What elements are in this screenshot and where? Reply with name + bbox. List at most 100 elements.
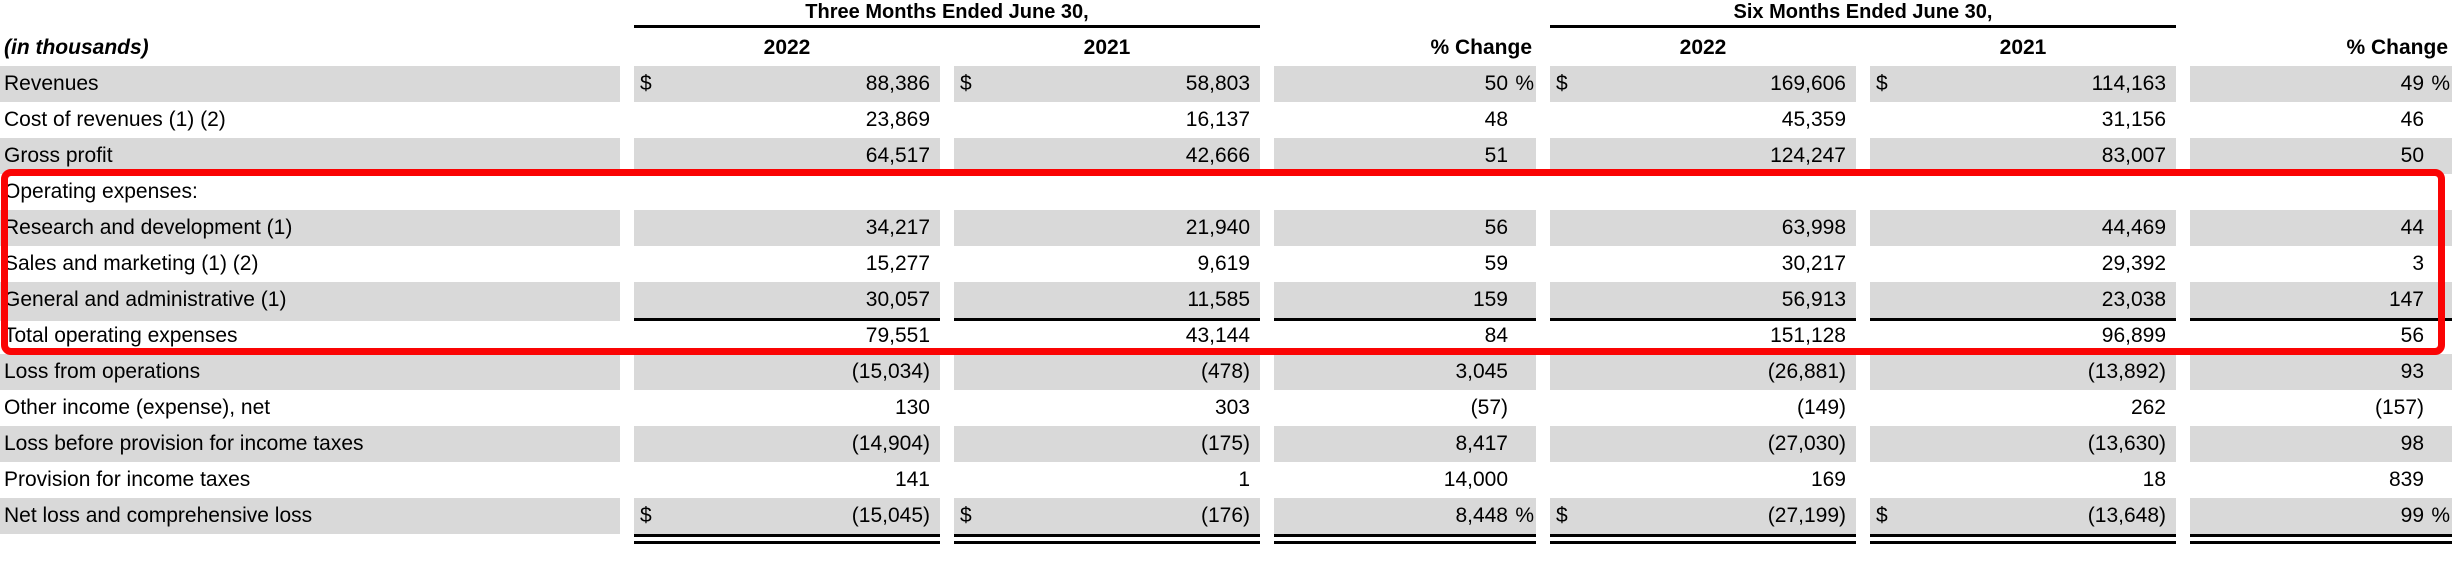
double-rule: [634, 534, 940, 544]
table-row-loss-before-taxes: Loss before provision for income taxes (…: [0, 426, 2457, 462]
pct-cell: (157): [2190, 390, 2452, 429]
value-cell: 18: [1870, 462, 2176, 501]
row-label: Revenues: [0, 66, 620, 102]
pct-cell: 14,000: [1274, 462, 1536, 501]
value-cell: 23,869: [634, 102, 940, 141]
value-cell: $114,163: [1870, 66, 2176, 102]
row-label: Other income (expense), net: [4, 396, 271, 419]
percent-spacer: [2424, 210, 2450, 246]
percent-spacer: [2424, 102, 2450, 138]
table-row-operating-expenses-header: Operating expenses:: [0, 174, 2457, 210]
col-header-2021-q: 2021: [954, 28, 1260, 71]
percent-spacer: [1508, 426, 1534, 462]
pct-cell: 93: [2190, 354, 2452, 390]
double-rule: [2190, 534, 2452, 544]
dollar-sign: $: [1876, 504, 1888, 527]
table-row-cost-of-revenues: Cost of revenues (1) (2) 23,869 16,137 4…: [0, 102, 2457, 141]
value-cell: 21,940: [954, 210, 1260, 246]
value-cell: 44,469: [1870, 210, 2176, 246]
row-label: Total operating expenses: [4, 324, 238, 347]
percent-sign: %: [2431, 504, 2450, 527]
value-cell: 23,038: [1870, 282, 2176, 321]
group-header-six-months: Six Months Ended June 30,: [1550, 0, 2176, 28]
header-column-row: (in thousands) 2022 2021 % Change 2022 2…: [0, 28, 2457, 71]
percent-spacer: [1508, 390, 1534, 426]
value-cell: $58,803: [954, 66, 1260, 102]
value-cell: 79,551: [634, 318, 940, 357]
value-cell: 130: [634, 390, 940, 429]
percent-spacer: [1508, 354, 1534, 390]
pct-cell: (57): [1274, 390, 1536, 429]
pct-cell: 84: [1274, 318, 1536, 357]
value-cell: 42,666: [954, 138, 1260, 174]
value-cell: 151,128: [1550, 318, 1856, 357]
percent-spacer: [2424, 426, 2450, 462]
row-label: Operating expenses:: [4, 180, 198, 203]
dollar-sign: $: [640, 72, 652, 95]
value-cell: (27,030): [1550, 426, 1856, 462]
pct-cell: 8,417: [1274, 426, 1536, 462]
pct-cell: 46: [2190, 102, 2452, 141]
value-cell: $88,386: [634, 66, 940, 102]
percent-spacer: [1508, 318, 1534, 354]
value-cell: 56,913: [1550, 282, 1856, 321]
pct-cell: 59: [1274, 246, 1536, 282]
double-rule: [1550, 534, 1856, 544]
value-cell: $ (27,199): [1550, 498, 1856, 534]
percent-spacer: [1508, 282, 1534, 318]
pct-cell: 159: [1274, 282, 1536, 321]
value-cell: 11,585: [954, 282, 1260, 321]
dollar-sign: $: [960, 72, 972, 95]
unit-label: (in thousands): [4, 36, 149, 59]
pct-cell: 56: [2190, 318, 2452, 357]
row-label: Net loss and comprehensive loss: [0, 498, 620, 534]
col-header-pct-change-h: % Change: [2190, 28, 2452, 71]
row-label: General and administrative (1): [0, 282, 620, 321]
table-row-loss-from-operations: Loss from operations (15,034) (478) 3,04…: [0, 354, 2457, 390]
value-cell: 83,007: [1870, 138, 2176, 174]
col-header-2022-q: 2022: [634, 28, 940, 71]
value-cell: 303: [954, 390, 1260, 429]
value-cell: (478): [954, 354, 1260, 390]
pct-cell: 50%: [1274, 66, 1536, 102]
percent-spacer: [1508, 138, 1534, 174]
pct-cell: 99%: [2190, 498, 2452, 534]
value-cell: (149): [1550, 390, 1856, 429]
value-cell: (13,892): [1870, 354, 2176, 390]
value-cell: 30,057: [634, 282, 940, 321]
header-group-row: Three Months Ended June 30, Six Months E…: [0, 0, 2457, 28]
value-cell: (26,881): [1550, 354, 1856, 390]
percent-spacer: [1508, 246, 1534, 282]
row-label: Sales and marketing (1) (2): [4, 252, 259, 275]
value-cell: 16,137: [954, 102, 1260, 141]
table-row-net-loss: Net loss and comprehensive loss $ (15,045…: [0, 498, 2457, 534]
row-label: Provision for income taxes: [4, 468, 251, 491]
value-cell: 9,619: [1197, 252, 1250, 275]
double-rule-spacer: [0, 534, 620, 548]
percent-spacer: [2424, 282, 2450, 318]
income-statement-table: Three Months Ended June 30, Six Months E…: [0, 0, 2457, 548]
pct-cell: 50: [2190, 138, 2452, 174]
row-label: Gross profit: [0, 138, 620, 174]
pct-cell: 839: [2190, 462, 2452, 501]
dollar-sign: $: [1876, 72, 1888, 95]
pct-cell: 98: [2190, 426, 2452, 462]
value-cell: 34,217: [634, 210, 940, 246]
percent-sign: %: [2431, 72, 2450, 95]
value-cell: 169: [1550, 462, 1856, 501]
percent-spacer: [2424, 138, 2450, 174]
dollar-sign: $: [960, 504, 972, 527]
double-rule: [1274, 534, 1536, 544]
table-row-sales-marketing: Sales and marketing (1) (2) 15,277 9,619…: [0, 246, 2457, 282]
row-label: Cost of revenues (1) (2): [4, 108, 226, 131]
value-cell: 96,899: [1870, 318, 2176, 357]
table-row-total-operating-expenses: Total operating expenses 79,551 43,144 8…: [0, 318, 2457, 357]
group-header-three-months: Three Months Ended June 30,: [634, 0, 1260, 28]
col-header-2022-h: 2022: [1550, 28, 1856, 71]
pct-cell: 51: [1274, 138, 1536, 174]
value-cell: (14,904): [634, 426, 940, 462]
double-rule: [1870, 534, 2176, 544]
value-cell: 1: [954, 462, 1260, 501]
col-header-pct-change-q: % Change: [1274, 28, 1536, 71]
pct-cell: 3: [2190, 246, 2452, 282]
